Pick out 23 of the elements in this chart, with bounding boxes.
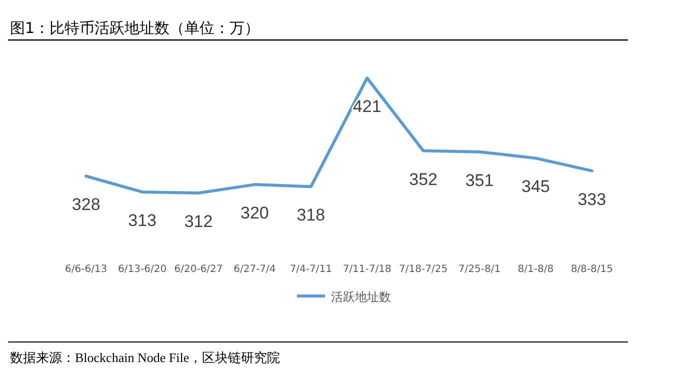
x-tick-label: 6/13-6/20 <box>118 264 167 275</box>
data-label: 312 <box>184 212 213 231</box>
legend-label: 活跃地址数 <box>331 290 391 304</box>
chart-title: 图1：比特币活跃地址数（单位：万） <box>10 19 260 37</box>
data-label: 320 <box>240 204 269 223</box>
x-tick-label: 6/20-6/27 <box>174 264 223 275</box>
x-tick-label: 6/27-7/4 <box>234 264 276 275</box>
data-label: 333 <box>578 190 606 209</box>
data-label: 352 <box>409 170 438 189</box>
x-tick-label: 7/18-7/25 <box>399 264 448 275</box>
data-label: 313 <box>128 210 156 230</box>
source-note: 数据来源：Blockchain Node File，区块链研究院 <box>10 350 280 365</box>
x-tick-label: 7/25-8/1 <box>458 264 501 275</box>
data-label: 351 <box>465 170 494 190</box>
data-label: 328 <box>72 195 100 214</box>
x-tick-label: 8/1-8/8 <box>518 264 554 275</box>
data-label: 318 <box>296 206 326 225</box>
x-tick-label: 7/11-7/18 <box>342 264 392 275</box>
data-label: 345 <box>522 177 550 196</box>
x-tick-label: 8/8-8/15 <box>570 264 613 275</box>
data-label: 421 <box>352 97 382 116</box>
x-tick-label: 7/4-7/11 <box>290 264 332 275</box>
x-tick-label: 6/6-6/13 <box>65 264 108 275</box>
